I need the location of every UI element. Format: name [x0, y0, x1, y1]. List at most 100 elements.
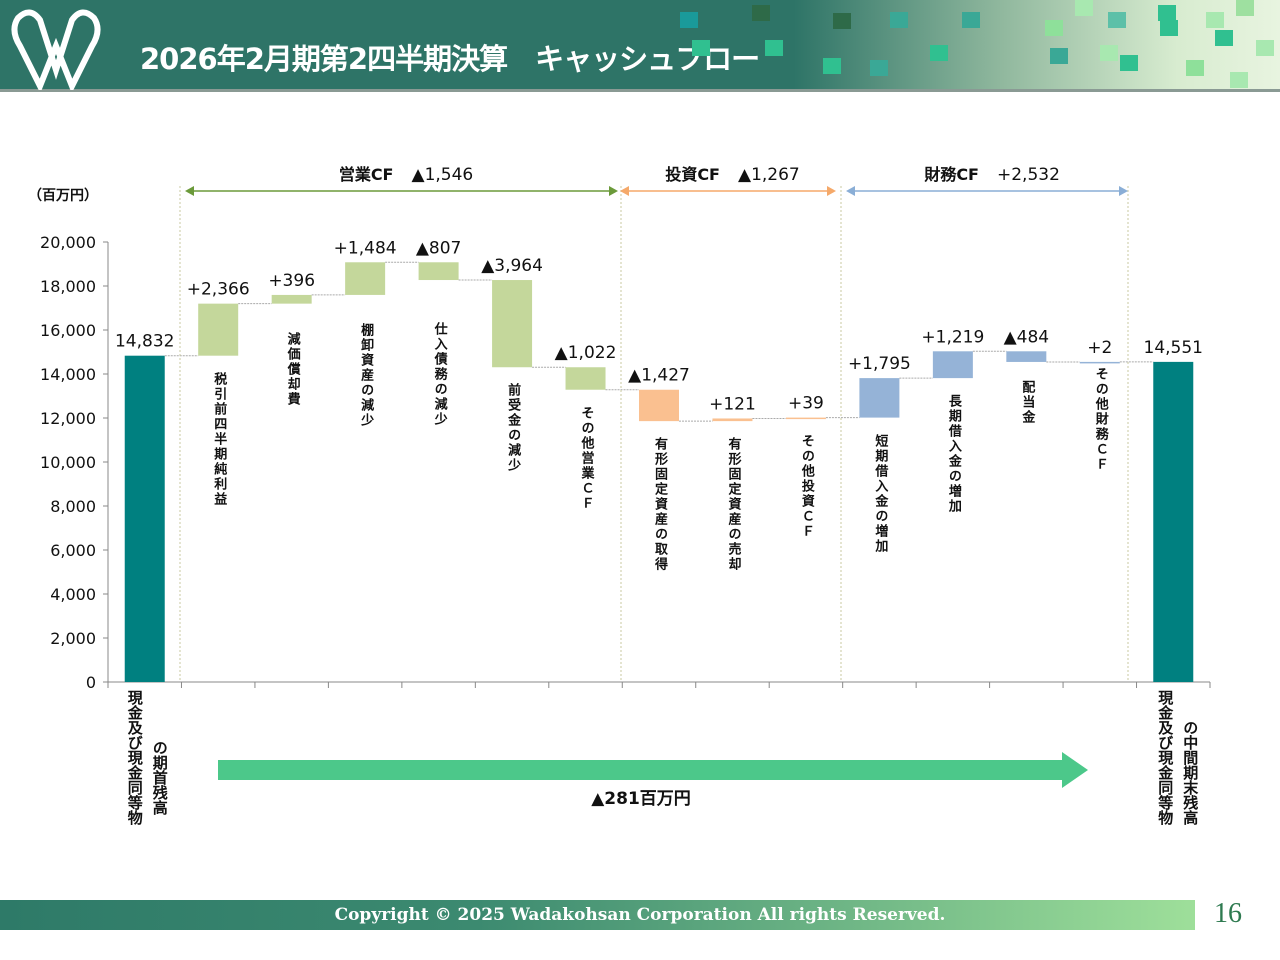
- waterfall-chart: 0 2,000 4,000 6,000 8,000 10,000 12,000 14,000 1…: [28, 165, 1211, 809]
- bar-investing: [785, 417, 826, 420]
- bar-financing: [1079, 361, 1120, 364]
- y-tick-label: 4,000: [50, 585, 96, 604]
- decorative-square: [1100, 45, 1118, 61]
- bar-operating: [198, 303, 239, 356]
- category-label: 現金及び現金同等物 の中間期末残高: [1155, 690, 1201, 825]
- data-label: 14,832: [115, 332, 174, 352]
- section-name: 財務CF: [924, 165, 979, 184]
- page-number: 16: [1214, 898, 1242, 929]
- decorative-square: [1230, 72, 1248, 88]
- category-label: その他営業ＣＦ: [578, 405, 594, 511]
- y-tick-label: 10,000: [40, 453, 96, 472]
- category-label-line: 現金及び現金同等物: [125, 690, 144, 825]
- section-total: ▲1,546: [412, 165, 474, 185]
- data-label: +1,484: [334, 238, 397, 258]
- bar-operating: [345, 262, 386, 295]
- y-tick-label: 14,000: [40, 365, 96, 384]
- net-change-arrow-icon: [218, 752, 1088, 788]
- decorative-square: [1215, 30, 1233, 46]
- data-label: ▲1,022: [555, 343, 617, 363]
- bar-operating: [271, 294, 312, 304]
- decorative-square: [1108, 12, 1126, 28]
- category-label: 配当金: [1019, 379, 1035, 425]
- unit-label: （百万円）: [28, 188, 98, 204]
- arrow-right-icon: [609, 186, 618, 196]
- decorative-square: [1186, 60, 1204, 76]
- bar-operating: [492, 280, 533, 368]
- bar-financing: [859, 378, 900, 418]
- y-tick-label: 0: [86, 673, 96, 692]
- data-label: ▲1,427: [628, 366, 690, 386]
- decorative-square: [752, 5, 770, 21]
- section-name: 投資CF: [665, 165, 720, 184]
- arrow-left-icon: [846, 186, 855, 196]
- copyright-text: Copyright © 2025 Wadakohsan Corporation …: [334, 905, 946, 925]
- data-label: ▲807: [416, 238, 462, 258]
- data-label: ▲484: [1004, 327, 1050, 347]
- category-label: 現金及び現金同等物 の期首残高: [125, 690, 171, 825]
- decorative-square: [765, 40, 783, 56]
- company-logo-icon: [11, 9, 101, 90]
- decorative-square: [890, 12, 908, 28]
- decorative-square: [1256, 40, 1274, 56]
- category-label-line: 現金及び現金同等物: [1156, 690, 1175, 825]
- y-tick-label: 16,000: [40, 321, 96, 340]
- category-label-line: の中間期末残高: [1181, 720, 1200, 825]
- decorative-square: [930, 45, 948, 61]
- bar-financing: [932, 351, 973, 379]
- category-label: 長期借入金の増加: [945, 394, 961, 515]
- decorative-square: [1120, 55, 1138, 71]
- data-label: +1,219: [921, 327, 984, 347]
- section-total: ▲1,267: [738, 165, 800, 185]
- bar-investing: [712, 418, 753, 422]
- data-label: +39: [788, 394, 824, 414]
- arrow-left-icon: [620, 186, 629, 196]
- bar-financing: [1006, 351, 1047, 362]
- decorative-square: [1050, 48, 1068, 64]
- decorative-square: [1158, 5, 1176, 21]
- y-tick-label: 2,000: [50, 629, 96, 648]
- y-tick-label: 18,000: [40, 277, 96, 296]
- data-label: +1,795: [848, 354, 911, 374]
- decorative-square: [1206, 12, 1224, 28]
- category-label: 減価償却費: [284, 331, 300, 407]
- footer-bar: [0, 900, 1195, 930]
- decorative-square: [1075, 0, 1093, 16]
- decorative-square: [692, 40, 710, 56]
- bar-investing: [639, 389, 679, 422]
- data-label: +2: [1087, 338, 1112, 358]
- category-label-line: の期首残高: [150, 740, 169, 815]
- y-tick-label: 12,000: [40, 409, 96, 428]
- category-label: 有形固定資産の売却: [725, 437, 741, 573]
- y-tick-label: 6,000: [50, 541, 96, 560]
- y-tick-label: 8,000: [50, 497, 96, 516]
- net-change-label: ▲281百万円: [591, 789, 691, 809]
- arrow-right-icon: [827, 186, 836, 196]
- category-label: 仕入債務の減少: [431, 322, 447, 428]
- bar-operating: [565, 367, 606, 390]
- data-label: ▲3,964: [481, 256, 543, 276]
- category-label: 税引前四半期純利益: [211, 371, 227, 507]
- arrow-left-icon: [185, 186, 194, 196]
- bar-balance: [124, 355, 165, 682]
- category-label: 棚卸資産の減少: [358, 322, 374, 428]
- category-label: その他投資ＣＦ: [798, 434, 814, 540]
- y-tick-label: 20,000: [40, 233, 96, 252]
- decorative-square: [1160, 20, 1178, 36]
- bar-balance: [1153, 361, 1194, 682]
- decorative-square: [870, 60, 888, 76]
- decorative-square: [833, 13, 851, 29]
- decorative-square: [962, 12, 980, 28]
- category-label: 前受金の減少: [505, 383, 521, 474]
- slide-header: 2026年2月期第2四半期決算 キャッシュフロー: [0, 0, 1280, 92]
- decorative-square: [680, 12, 698, 28]
- data-label: +2,366: [187, 280, 250, 300]
- data-label: +396: [268, 271, 315, 291]
- arrow-right-icon: [1119, 186, 1128, 196]
- category-label: 短期借入金の増加: [872, 433, 888, 554]
- data-label: 14,551: [1144, 338, 1203, 358]
- page-title: 2026年2月期第2四半期決算 キャッシュフロー: [140, 42, 760, 76]
- section-name: 営業CF: [339, 165, 394, 184]
- decorative-square: [823, 58, 841, 74]
- data-label: +121: [709, 394, 756, 414]
